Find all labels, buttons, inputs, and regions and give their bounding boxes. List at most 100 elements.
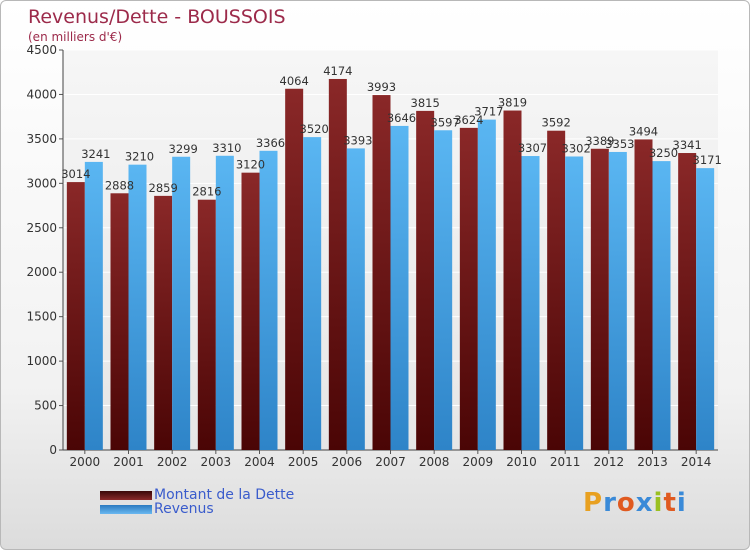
bar-debt: [154, 195, 173, 450]
bar-debt: [547, 130, 566, 450]
bar-debt: [241, 172, 260, 450]
bar-debt: [634, 139, 653, 450]
proxiti-logo: Proxiti: [583, 488, 687, 518]
bar-revenue: [390, 125, 409, 451]
logo-letter: P: [583, 488, 604, 518]
logo-letter: i: [676, 488, 687, 518]
bar-revenue: [521, 156, 540, 451]
data-label-revenue: 3520: [300, 122, 329, 136]
y-tick-label: 3000: [26, 176, 57, 190]
x-tick-label: 2008: [419, 455, 450, 469]
x-tick-label: 2002: [157, 455, 188, 469]
x-tick-label: 2011: [550, 455, 581, 469]
legend-item-revenue: Revenus: [100, 501, 214, 517]
bar-revenue: [477, 119, 496, 450]
data-label-revenue: 3366: [256, 136, 285, 150]
bar-revenue: [172, 156, 191, 450]
logo-letter: r: [603, 488, 617, 518]
data-label-revenue: 3717: [474, 105, 503, 119]
data-label-debt: 2888: [105, 178, 134, 192]
bar-revenue: [259, 150, 278, 451]
data-label-revenue: 3302: [562, 141, 591, 155]
legend-label-revenue: Revenus: [154, 501, 214, 517]
x-tick-label: 2010: [506, 455, 537, 469]
y-tick-label: 500: [34, 399, 57, 413]
data-label-debt: 4174: [323, 64, 352, 78]
x-tick-label: 2005: [288, 455, 319, 469]
data-label-debt: 3341: [673, 138, 702, 152]
bar-revenue: [346, 148, 365, 450]
bar-revenue: [434, 130, 453, 450]
x-tick-label: 2009: [463, 455, 494, 469]
data-label-debt: 3014: [61, 167, 90, 181]
bar-revenue: [128, 164, 147, 450]
legend-swatch-debt: [100, 490, 152, 500]
y-tick-label: 3500: [26, 132, 57, 146]
data-label-revenue: 3241: [81, 147, 110, 161]
data-label-revenue: 3307: [518, 141, 547, 155]
data-label-debt: 3120: [236, 158, 265, 172]
bar-debt: [66, 182, 85, 451]
logo-letter: o: [616, 488, 636, 518]
data-label-revenue: 3353: [605, 137, 634, 151]
legend-label-debt: Montant de la Dette: [154, 487, 295, 503]
x-tick-label: 2004: [244, 455, 275, 469]
data-label-revenue: 3250: [649, 146, 678, 160]
x-tick-label: 2012: [594, 455, 625, 469]
data-label-revenue: 3210: [125, 150, 154, 164]
bar-debt: [416, 110, 435, 450]
y-tick-label: 1000: [26, 354, 57, 368]
data-label-debt: 3819: [498, 96, 527, 110]
legend-swatch-revenue: [100, 504, 152, 514]
logo-letter: i: [653, 488, 664, 518]
bar-debt: [590, 148, 609, 450]
bar-revenue: [303, 137, 322, 450]
bar-debt: [503, 110, 522, 451]
bar-debt: [110, 193, 129, 451]
data-label-debt: 3592: [542, 116, 571, 130]
bar-revenue: [565, 156, 584, 450]
data-label-debt: 3494: [629, 124, 658, 138]
data-label-revenue: 3393: [343, 133, 372, 147]
data-label-revenue: 3171: [693, 153, 722, 167]
data-label-debt: 2816: [192, 185, 221, 199]
x-tick-label: 2003: [201, 455, 232, 469]
y-tick-label: 2000: [26, 265, 57, 279]
data-label-revenue: 3299: [169, 142, 198, 156]
bar-revenue: [696, 168, 715, 450]
bar-debt: [328, 78, 347, 450]
logo-letter: x: [635, 488, 654, 518]
data-label-debt: 3624: [454, 113, 483, 127]
bar-debt: [285, 88, 304, 450]
data-label-revenue: 3310: [212, 141, 241, 155]
data-label-revenue: 3646: [387, 111, 416, 125]
y-tick-label: 0: [49, 443, 57, 457]
y-tick-label: 4500: [26, 43, 57, 57]
x-tick-label: 2006: [332, 455, 363, 469]
bar-revenue: [84, 161, 103, 450]
x-tick-label: 2014: [681, 455, 712, 469]
data-label-debt: 4064: [280, 74, 309, 88]
data-label-debt: 2859: [149, 181, 178, 195]
chart-subtitle: (en milliers d'€): [28, 30, 123, 44]
x-tick-label: 2013: [637, 455, 668, 469]
x-tick-label: 2001: [113, 455, 144, 469]
y-tick-label: 4000: [26, 87, 57, 101]
bar-debt: [372, 95, 391, 451]
y-tick-label: 2500: [26, 221, 57, 235]
x-tick-label: 2007: [375, 455, 406, 469]
y-tick-label: 1500: [26, 310, 57, 324]
bar-debt: [459, 127, 478, 450]
data-label-revenue: 3597: [431, 115, 460, 129]
legend-item-debt: Montant de la Dette: [100, 487, 294, 503]
bar-debt: [678, 153, 697, 450]
data-label-debt: 3389: [585, 134, 614, 148]
bar-revenue: [215, 155, 234, 450]
x-tick-label: 2000: [70, 455, 101, 469]
chart-title: Revenus/Dette - BOUSSOIS: [28, 6, 286, 28]
data-label-debt: 3815: [411, 96, 440, 110]
bar-debt: [197, 199, 216, 450]
data-label-debt: 3993: [367, 80, 396, 94]
bar-revenue: [608, 151, 627, 450]
